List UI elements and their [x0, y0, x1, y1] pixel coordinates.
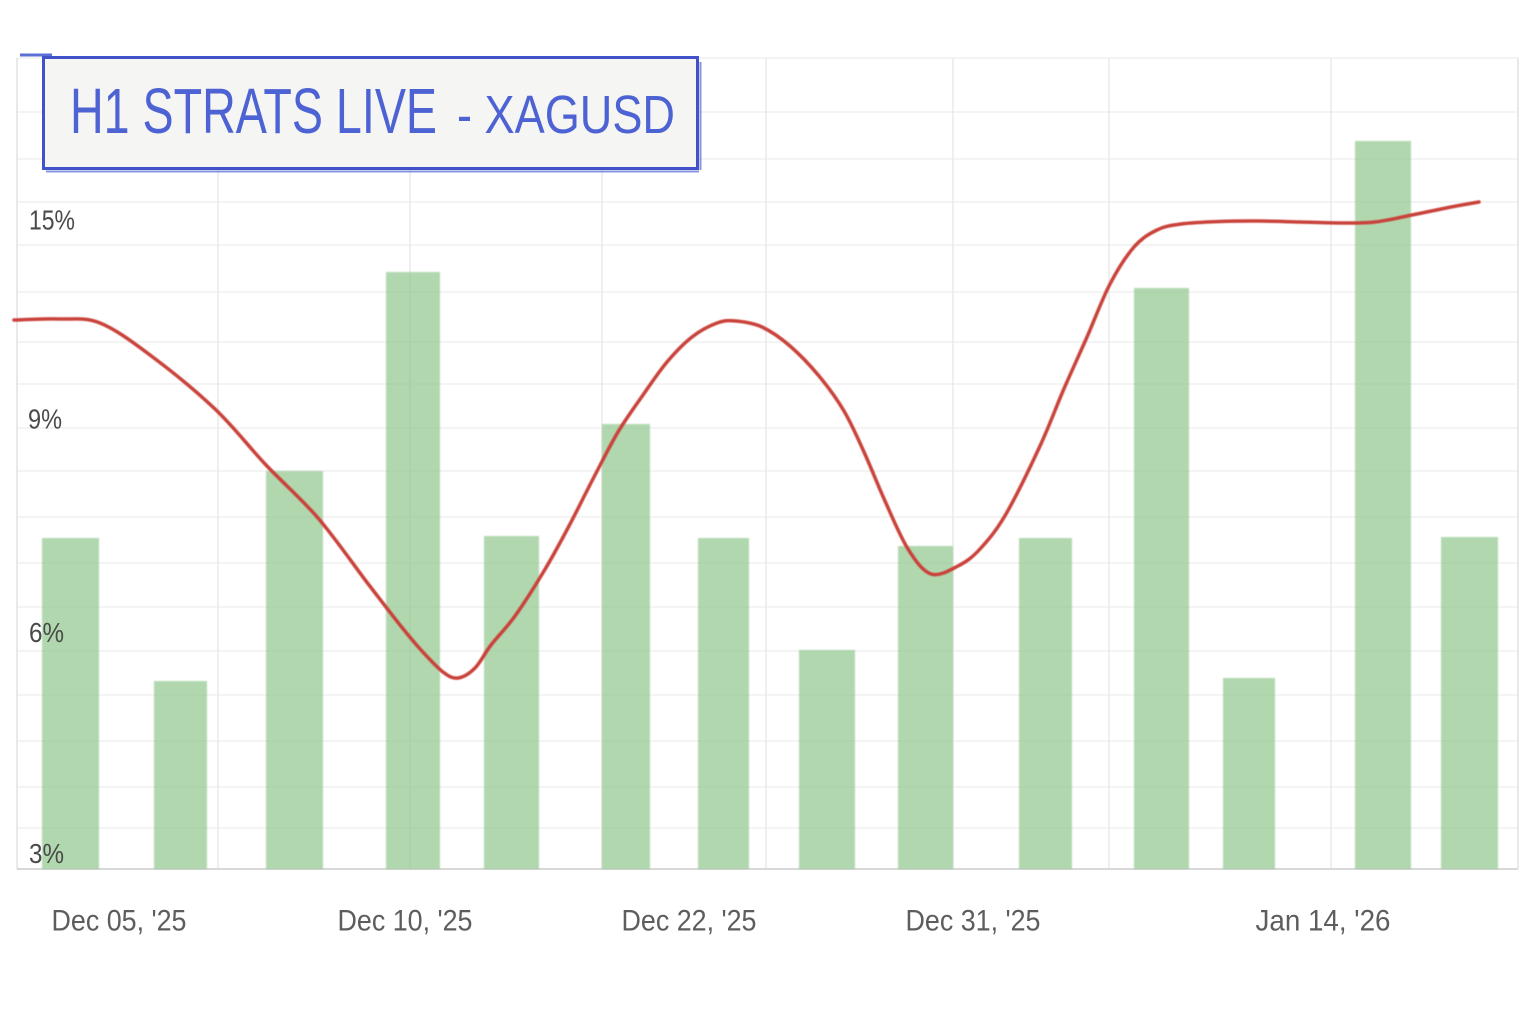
svg-text:H1 STRATS LIVE: H1 STRATS LIVE: [70, 75, 437, 147]
svg-text:- XAGUSD: - XAGUSD: [457, 85, 675, 145]
svg-text:Dec 05, '25: Dec 05, '25: [52, 905, 187, 938]
svg-text:15%: 15%: [29, 204, 75, 235]
svg-text:Jan 14, '26: Jan 14, '26: [1256, 905, 1391, 938]
svg-text:Dec 10, '25: Dec 10, '25: [338, 905, 473, 938]
svg-text:6%: 6%: [29, 617, 64, 648]
svg-text:Dec 22, '25: Dec 22, '25: [622, 905, 757, 938]
svg-text:Dec 31, '25: Dec 31, '25: [906, 905, 1041, 938]
svg-text:9%: 9%: [28, 403, 62, 434]
svg-text:3%: 3%: [29, 838, 64, 869]
